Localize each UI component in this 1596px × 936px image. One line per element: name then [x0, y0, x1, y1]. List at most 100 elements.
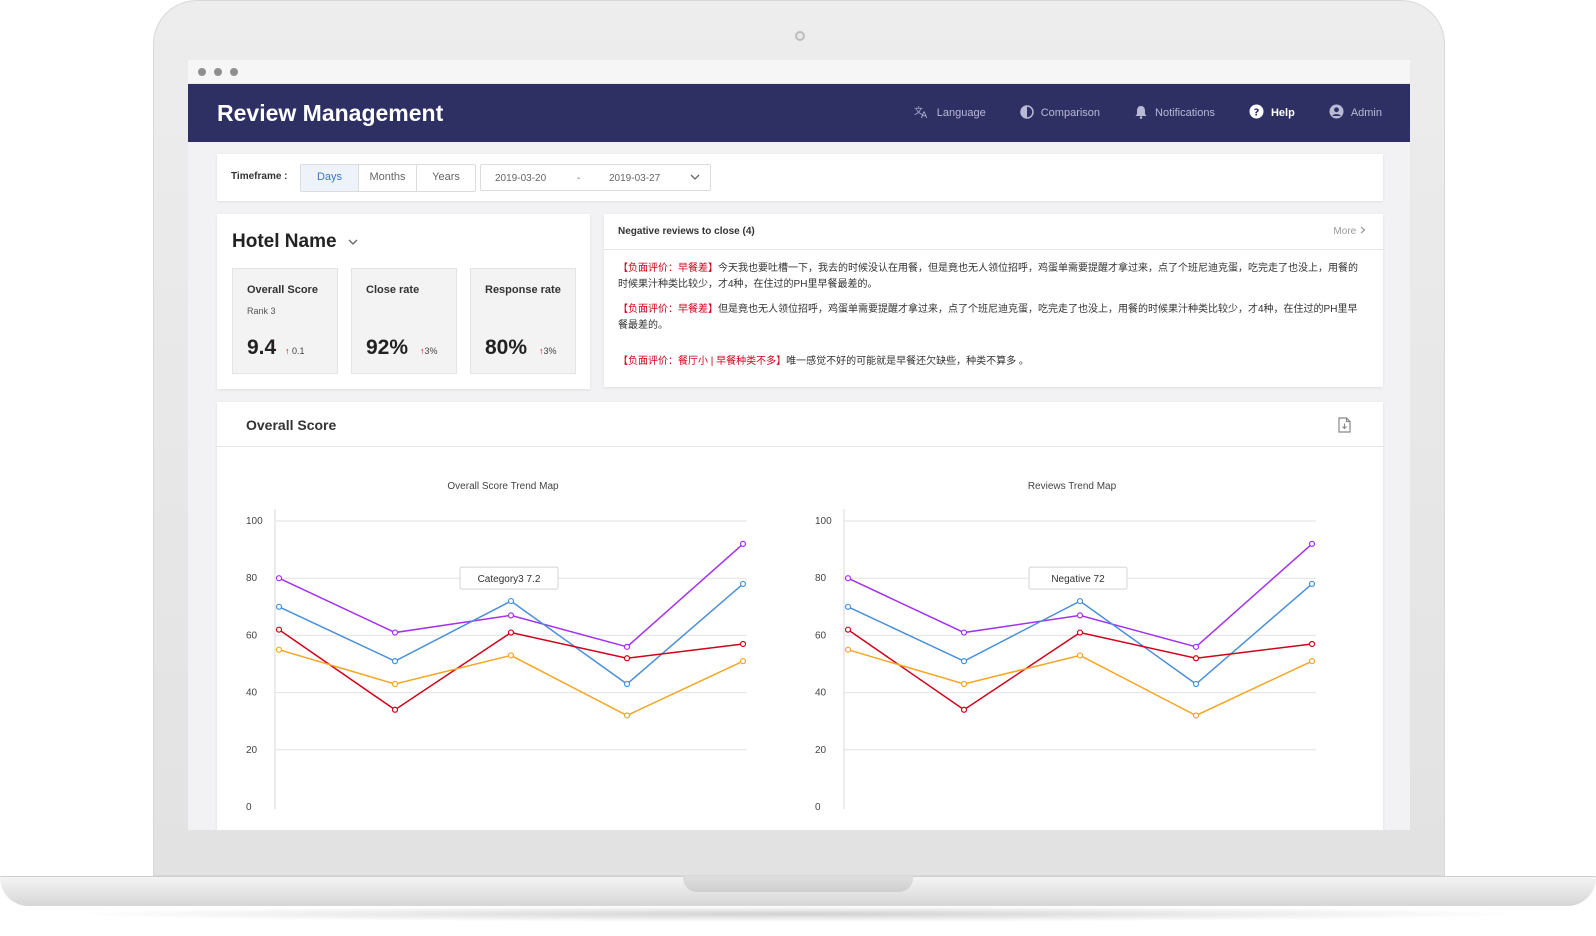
data-point[interactable] — [275, 575, 283, 582]
svg-text:A: A — [921, 111, 928, 119]
kpi-label: Close rate — [366, 284, 420, 296]
overall-score-trend-chart-svg: Overall Score Trend Map 0 20 40 60 80 100 Categ… — [246, 481, 747, 813]
overall-score-trend-chart: Overall Score Trend Map 0 20 40 60 80 100 Categ… — [217, 447, 777, 830]
nav-notifications[interactable]: Notifications — [1134, 105, 1215, 122]
data-point[interactable] — [275, 626, 283, 633]
data-point[interactable] — [1076, 597, 1084, 605]
review-tag: 【负面评价：餐厅小 | 早餐种类不多】 — [618, 356, 787, 367]
browser-bar — [188, 60, 1410, 84]
kpi-delta-value: 3% — [424, 346, 438, 356]
window-dot-icon[interactable] — [214, 68, 222, 76]
data-point[interactable] — [1308, 540, 1316, 547]
data-point[interactable] — [275, 646, 283, 653]
date-range-separator: - — [577, 173, 581, 184]
nav-help[interactable]: ? Help — [1249, 104, 1295, 122]
date-range-picker[interactable]: 2019-03-20 - 2019-03-27 — [480, 164, 711, 191]
bell-icon — [1134, 105, 1148, 122]
data-point[interactable] — [1308, 658, 1316, 665]
more-link[interactable]: More — [1333, 226, 1367, 237]
svg-text:?: ? — [1254, 108, 1260, 119]
y-tick-label: 20 — [815, 745, 827, 756]
kpi-delta: ↑3% — [420, 346, 438, 356]
data-point[interactable] — [960, 658, 968, 665]
data-point[interactable] — [739, 658, 747, 665]
data-point[interactable] — [623, 643, 631, 650]
y-tick-label: 60 — [246, 630, 258, 641]
export-file-icon[interactable] — [1338, 417, 1351, 438]
timeframe-toggle: Days Months Years — [300, 164, 476, 192]
data-point[interactable] — [844, 603, 852, 610]
data-point[interactable] — [739, 580, 747, 588]
hotel-name-select[interactable]: Hotel Name — [232, 231, 337, 252]
data-point[interactable] — [507, 597, 515, 605]
kpi-rank: Rank 3 — [247, 306, 276, 316]
window-dot-icon[interactable] — [198, 68, 206, 76]
data-point[interactable] — [960, 629, 968, 636]
data-point[interactable] — [1192, 680, 1200, 688]
kpi-label: Response rate — [485, 284, 561, 296]
data-point[interactable] — [1076, 612, 1084, 619]
app-title: Review Management — [217, 100, 444, 126]
data-point[interactable] — [275, 603, 283, 610]
data-point[interactable] — [739, 540, 747, 547]
chart-tooltip-text: Category3 7.2 — [478, 574, 541, 585]
data-point[interactable] — [1192, 643, 1200, 650]
data-point[interactable] — [1308, 580, 1316, 588]
data-point[interactable] — [391, 629, 399, 636]
review-tag: 【负面评价：早餐差】 — [618, 304, 718, 315]
data-point[interactable] — [507, 652, 515, 659]
nav-admin-label: Admin — [1350, 107, 1382, 119]
reviews-trend-chart: Reviews Trend Map 0 20 40 60 80 100 Negative 72 — [786, 447, 1346, 830]
nav-admin[interactable]: Admin — [1329, 104, 1382, 122]
hotel-summary-card: Hotel Name Overall Score Rank 3 9.4 ↑ 0.… — [217, 214, 590, 389]
data-point[interactable] — [623, 680, 631, 688]
data-point[interactable] — [391, 706, 399, 713]
data-point[interactable] — [507, 629, 515, 636]
overall-score-section: Overall Score Overall Score Trend Map 0 20… — [217, 402, 1383, 830]
data-point[interactable] — [1308, 640, 1316, 648]
data-point[interactable] — [391, 658, 399, 665]
review-item[interactable]: 【负面评价：早餐差】但是竟也无人领位招呼，鸡蛋单需要提醒才拿过来，点了个班尼迪克… — [618, 302, 1358, 334]
data-point[interactable] — [960, 680, 968, 688]
y-tick-label: 60 — [815, 630, 827, 641]
camera-icon — [795, 31, 805, 41]
kpi-response-rate: Response rate 80% ↑3% — [470, 268, 576, 374]
laptop-shadow — [60, 906, 1536, 922]
date-range-end: 2019-03-27 — [609, 173, 661, 184]
review-text: 但是竟也无人领位招呼，鸡蛋单需要提醒才拿过来，点了个班尼迪克蛋，吃完走了也没上，… — [618, 304, 1358, 331]
data-point[interactable] — [1076, 629, 1084, 636]
data-point[interactable] — [844, 626, 852, 633]
data-point[interactable] — [623, 712, 631, 719]
window-dot-icon[interactable] — [230, 68, 238, 76]
data-point[interactable] — [844, 575, 852, 582]
nav-comparison-label: Comparison — [1040, 107, 1101, 119]
timeframe-label: Timeframe : — [231, 171, 288, 182]
timeframe-days-button[interactable]: Days — [301, 165, 359, 191]
data-point[interactable] — [1192, 712, 1200, 719]
data-point[interactable] — [391, 680, 399, 688]
data-point[interactable] — [844, 646, 852, 653]
data-point[interactable] — [623, 655, 631, 662]
data-point[interactable] — [507, 612, 515, 619]
data-point[interactable] — [960, 706, 968, 713]
svg-text:文: 文 — [914, 105, 923, 117]
timeframe-months-button[interactable]: Months — [359, 165, 417, 191]
chevron-down-icon[interactable] — [348, 238, 358, 249]
section-title: Overall Score — [246, 417, 337, 433]
nav-help-label: Help — [1270, 107, 1295, 119]
y-tick-label: 0 — [246, 802, 252, 813]
chart-tooltip-text: Negative 72 — [1051, 574, 1105, 585]
nav-comparison[interactable]: Comparison — [1019, 104, 1101, 122]
timeframe-years-button[interactable]: Years — [432, 171, 460, 183]
data-point[interactable] — [1192, 655, 1200, 662]
data-point[interactable] — [739, 640, 747, 648]
y-tick-label: 100 — [246, 516, 263, 527]
series-line — [278, 648, 744, 717]
data-point[interactable] — [1076, 652, 1084, 659]
review-item[interactable]: 【负面评价：早餐差】今天我也要吐槽一下，我去的时候没认在用餐，但是竟也无人领位招… — [618, 261, 1358, 293]
review-item[interactable]: 【负面评价：餐厅小 | 早餐种类不多】唯一感觉不好的可能就是早餐还欠缺些，种类不… — [618, 354, 1358, 370]
